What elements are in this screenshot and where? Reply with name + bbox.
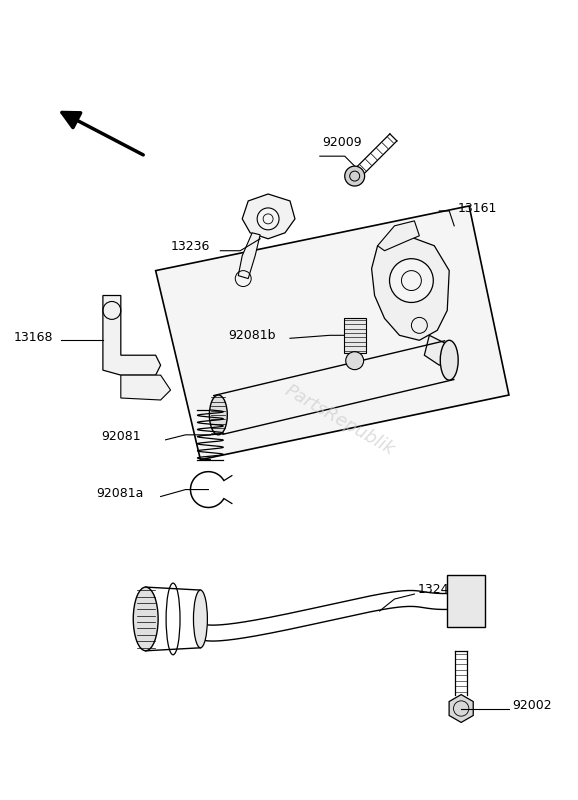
Polygon shape — [377, 221, 420, 250]
Polygon shape — [242, 194, 295, 238]
Ellipse shape — [194, 590, 208, 648]
Circle shape — [346, 352, 364, 370]
Text: 13161: 13161 — [457, 202, 497, 215]
Circle shape — [344, 166, 365, 186]
Ellipse shape — [134, 587, 158, 650]
Polygon shape — [449, 694, 473, 722]
Polygon shape — [372, 236, 449, 340]
Text: PartsRepublik: PartsRepublik — [281, 381, 398, 458]
Text: 92081b: 92081b — [228, 329, 276, 342]
Bar — [447, 575, 485, 627]
Polygon shape — [121, 375, 171, 400]
Polygon shape — [238, 233, 260, 278]
Polygon shape — [155, 206, 509, 460]
Text: 13168: 13168 — [13, 331, 53, 344]
Text: 92002: 92002 — [512, 699, 551, 712]
Circle shape — [390, 258, 434, 302]
Polygon shape — [103, 295, 161, 375]
Ellipse shape — [440, 340, 458, 380]
Bar — [344, 318, 366, 353]
Text: 13242: 13242 — [417, 582, 457, 595]
Text: 13236: 13236 — [171, 240, 210, 254]
Text: 92081: 92081 — [101, 430, 140, 443]
Ellipse shape — [209, 395, 227, 435]
Polygon shape — [424, 335, 454, 365]
Circle shape — [257, 208, 279, 230]
Text: 92009: 92009 — [322, 136, 361, 150]
Text: 92081a: 92081a — [96, 487, 143, 500]
